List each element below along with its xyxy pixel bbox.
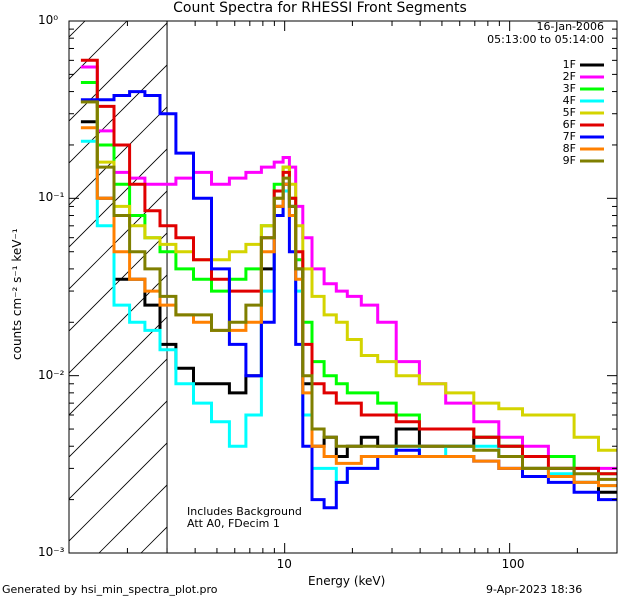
hatch-line (69, 21, 128, 80)
hatched-region (69, 0, 640, 553)
y-tick-label: 10⁻¹ (38, 190, 65, 205)
hatch-line (69, 400, 168, 500)
legend-label-2F: 2F (562, 70, 576, 83)
legend-label-8F: 8F (562, 142, 576, 155)
legend-label-6F: 6F (562, 118, 576, 131)
legend-label-3F: 3F (562, 82, 576, 95)
y-tick-label: 10⁰ (38, 13, 59, 27)
hatch-line (225, 0, 640, 553)
hatch-line (309, 0, 640, 553)
legend-label-9F: 9F (562, 154, 576, 167)
x-axis-label: Energy (keV) (308, 574, 386, 588)
timestamp-footer: 9-Apr-2023 18:36 (486, 583, 583, 596)
y-tick-label: 10⁻² (38, 367, 65, 382)
hatch-line (69, 442, 168, 542)
series-layer (80, 58, 617, 510)
chart-title: Count Spectra for RHESSI Front Segments (173, 0, 467, 16)
x-tick-label: 10 (276, 557, 292, 571)
hatch-line (69, 358, 168, 458)
hatch-line (69, 22, 168, 122)
y-axis-label: counts cm⁻² s⁻¹ keV⁻¹ (10, 228, 24, 360)
plot-frame (68, 20, 618, 554)
annotation-background: Includes Background (187, 505, 302, 518)
hatch-line (519, 0, 640, 553)
series-2F (80, 65, 617, 470)
hatch-line (393, 0, 640, 553)
legend-label-1F: 1F (562, 58, 576, 71)
hatch-line (435, 0, 640, 553)
legend-swatches (580, 63, 604, 163)
hatch-line (351, 0, 640, 553)
legend-label-5F: 5F (562, 106, 576, 119)
observation-date: 16-Jan-2006 (536, 20, 605, 33)
annotation-attenuator: Att A0, FDecim 1 (187, 517, 280, 530)
hatch-line (603, 0, 640, 553)
series-9F (80, 100, 617, 481)
legend-label-4F: 4F (562, 94, 576, 107)
time-range: 05:13:00 to 05:14:00 (487, 33, 604, 46)
hatch-line (69, 148, 168, 248)
hatch-line (69, 190, 168, 290)
y-tick-label: 10⁻³ (38, 545, 65, 559)
generated-by-footer: Generated by hsi_min_spectra_plot.pro (2, 583, 218, 596)
legend-label-7F: 7F (562, 130, 576, 143)
x-tick-label: 100 (501, 557, 525, 571)
series-1F (80, 120, 617, 494)
series-6F (80, 58, 617, 476)
axis-ticks (69, 20, 618, 554)
series-5F (80, 100, 617, 452)
hatch-line (69, 316, 168, 416)
hatch-line (69, 232, 168, 332)
